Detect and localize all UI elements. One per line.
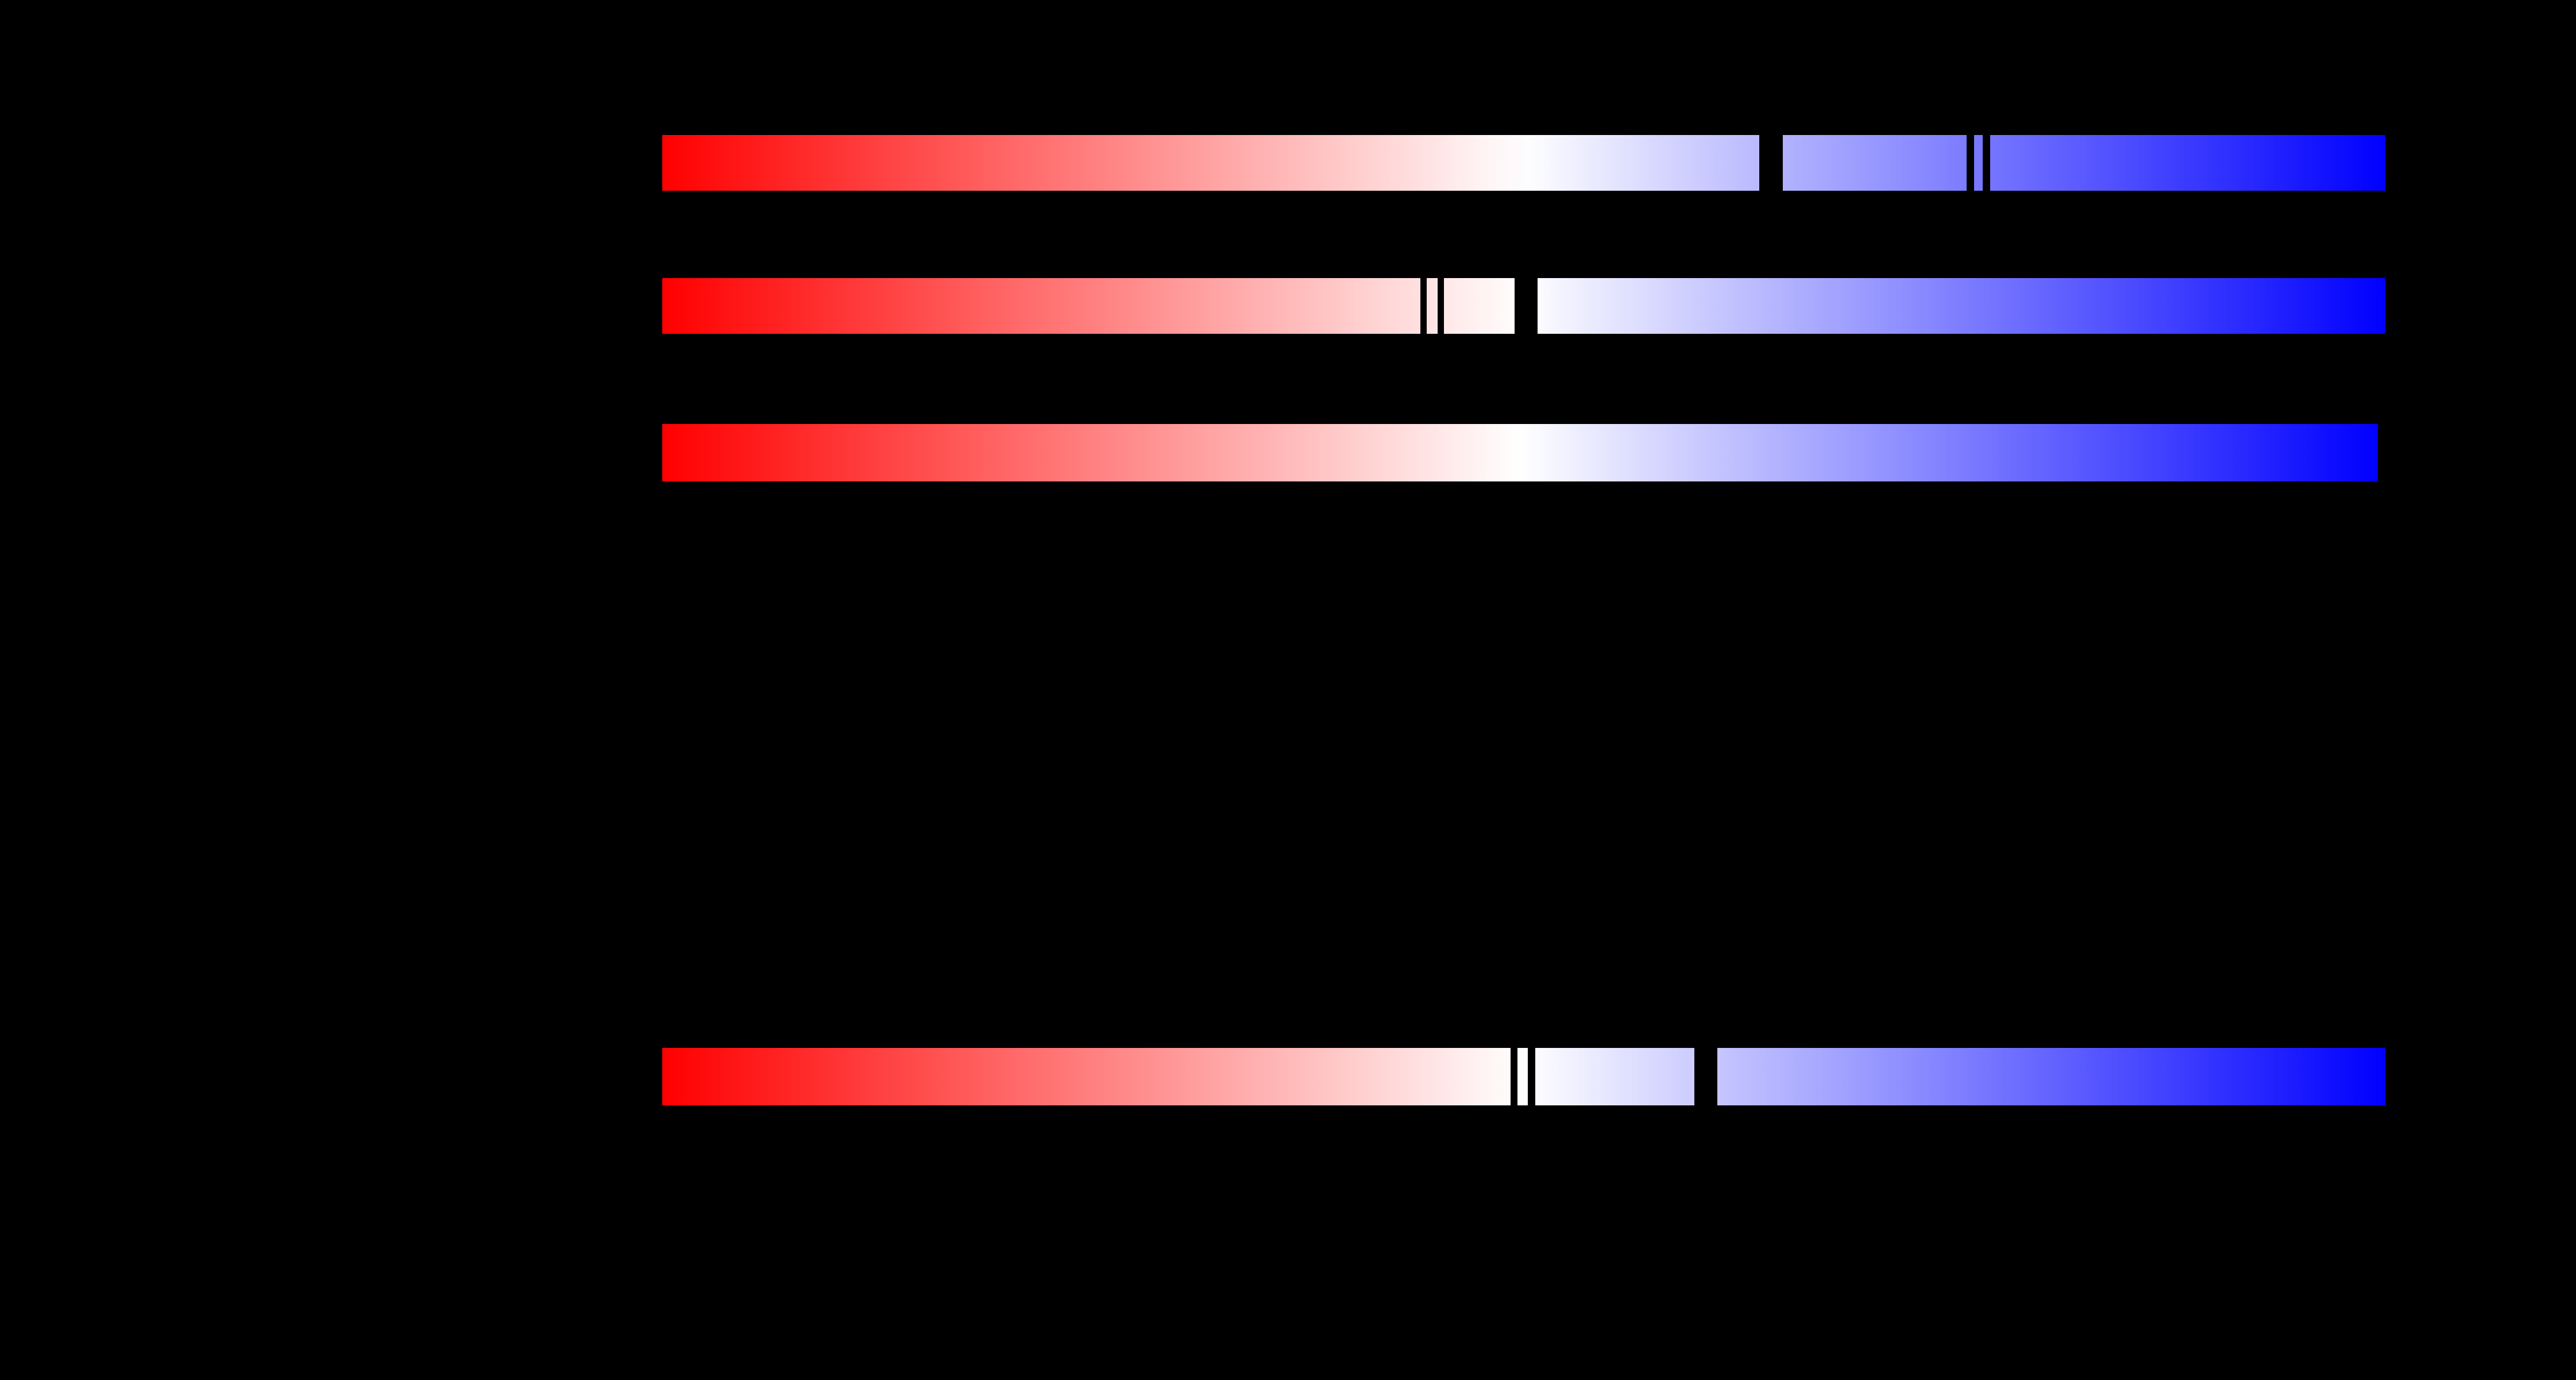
colorbar-segment — [1783, 135, 1967, 191]
colorbar-segment — [662, 424, 2378, 481]
colorbar-segment — [662, 278, 1420, 334]
colorbar-segment — [662, 135, 1759, 191]
colorbar-segment — [1538, 278, 2385, 334]
colorbar-segment — [1717, 1048, 2385, 1105]
colorbar-segment — [662, 1048, 1511, 1105]
colorbar-strip-2[interactable] — [662, 278, 2385, 334]
colorbar-segment — [1517, 1048, 1528, 1105]
colorbar-segment — [1444, 278, 1515, 334]
colorbar-segment — [1427, 278, 1438, 334]
colorbar-segment — [1974, 135, 1983, 191]
colorbar-strip-4[interactable] — [662, 1048, 2385, 1105]
colorbar-strip-3[interactable] — [662, 424, 2378, 481]
colorbar-segment — [1990, 135, 2385, 191]
colorbar-strip-1[interactable] — [662, 135, 2385, 191]
colorbar-segment — [1535, 1048, 1694, 1105]
